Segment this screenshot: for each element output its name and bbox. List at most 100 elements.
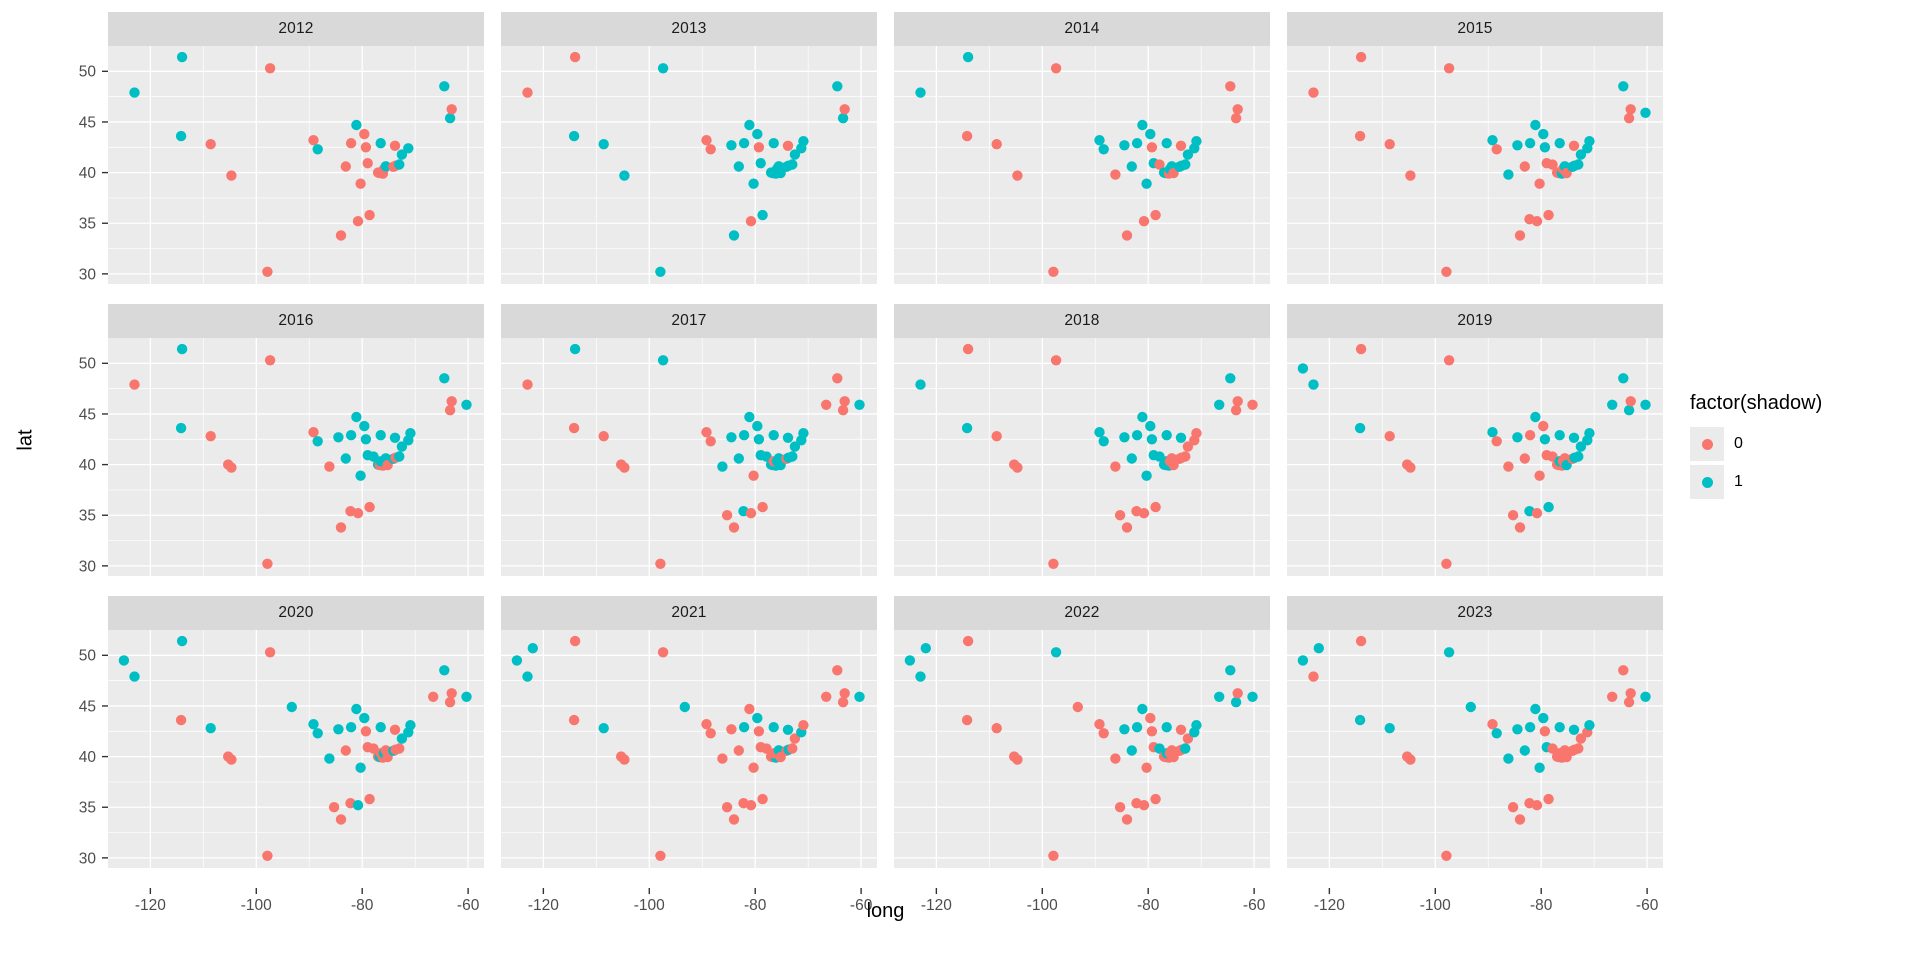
facet-panel [1287,338,1663,576]
x-tick-label: -100 [1027,897,1058,914]
data-point [1154,159,1165,170]
data-point [752,712,763,724]
data-point [755,158,766,169]
data-point [1141,470,1152,481]
data-point [1138,216,1150,227]
data-point [733,453,744,464]
data-point [1539,726,1551,737]
data-point [782,724,794,735]
panel-background [1287,630,1663,868]
facet-strip-label: 2020 [108,596,484,630]
data-point [962,635,974,647]
data-point [1009,459,1020,470]
data-point [728,522,740,533]
legend-entry-label: 1 [1734,473,1743,490]
facet-strip-label: 2019 [1287,304,1663,338]
x-tick-label: -120 [135,897,166,914]
data-point [1048,266,1059,277]
data-point [744,119,755,131]
facet-2021: 2021 [501,596,877,868]
panel-background [1287,46,1663,284]
data-point [1530,119,1541,131]
data-point [1110,461,1121,472]
data-point [705,144,716,155]
facet-row: 30 35 40 45 50 2020 2021 2022 2023 [0,596,1680,868]
data-point [1554,138,1565,149]
data-point [205,723,216,734]
data-point [264,63,276,74]
data-point [351,119,362,131]
data-point [705,436,716,447]
data-point [568,422,580,434]
data-point [375,430,386,441]
data-point [1230,405,1242,416]
data-point [362,158,373,169]
data-point [1607,691,1618,702]
data-point [444,113,456,124]
x-tick-label: -100 [634,897,665,914]
data-point [1554,722,1565,733]
facet-2023: 2023 [1287,596,1663,868]
data-point [1098,436,1109,447]
data-point [1524,722,1536,733]
data-point [1487,135,1498,146]
data-point [753,142,765,153]
data-point [717,753,728,764]
data-point [726,432,737,443]
data-point [768,138,779,149]
data-point [335,814,347,825]
data-point [511,655,523,666]
facet-row: 30 35 40 45 50 2016 2017 2018 2019 [0,304,1680,576]
data-point [733,745,744,756]
data-point [364,501,375,513]
data-point [753,434,765,445]
data-point [1640,107,1651,118]
data-point [991,431,1002,442]
data-point [619,170,630,181]
data-point [340,161,351,172]
data-point [839,104,850,115]
data-point [961,714,973,726]
data-point [364,209,375,221]
data-point [568,714,580,726]
data-point [1308,671,1319,682]
facet-panel [501,46,877,284]
data-point [1405,170,1416,181]
data-point [176,343,188,355]
data-point [522,379,533,390]
data-point [355,178,366,189]
facet-strip-label: 2016 [108,304,484,338]
data-point [915,671,926,682]
data-point [655,850,666,861]
data-point [787,451,798,462]
data-point [1225,81,1236,92]
data-point [308,135,319,146]
data-point [351,411,362,423]
x-axis-title: long [866,900,905,922]
data-point [375,722,386,733]
legend-dot-icon [1701,476,1713,488]
y-tick-label: 50 [79,648,97,665]
legend-entry-1: 1 [1690,465,1822,499]
data-point [1538,420,1549,432]
data-point [1503,753,1514,764]
x-tick-label: -120 [921,897,952,914]
data-point [1121,230,1133,241]
data-point [1094,719,1105,730]
data-point [1519,161,1530,172]
data-point [738,430,750,441]
data-point [798,136,809,147]
data-point [264,355,276,366]
legend-title: factor(shadow) [1690,392,1823,414]
data-point [721,510,733,521]
data-point [789,733,801,744]
data-point [1503,169,1514,180]
data-point [1247,399,1258,410]
data-point [1126,453,1137,464]
data-point [1175,724,1187,735]
data-point [832,665,843,676]
data-point [118,655,130,666]
data-point [1441,850,1452,861]
data-point [1297,655,1309,666]
x-tick-label: -80 [351,897,374,914]
